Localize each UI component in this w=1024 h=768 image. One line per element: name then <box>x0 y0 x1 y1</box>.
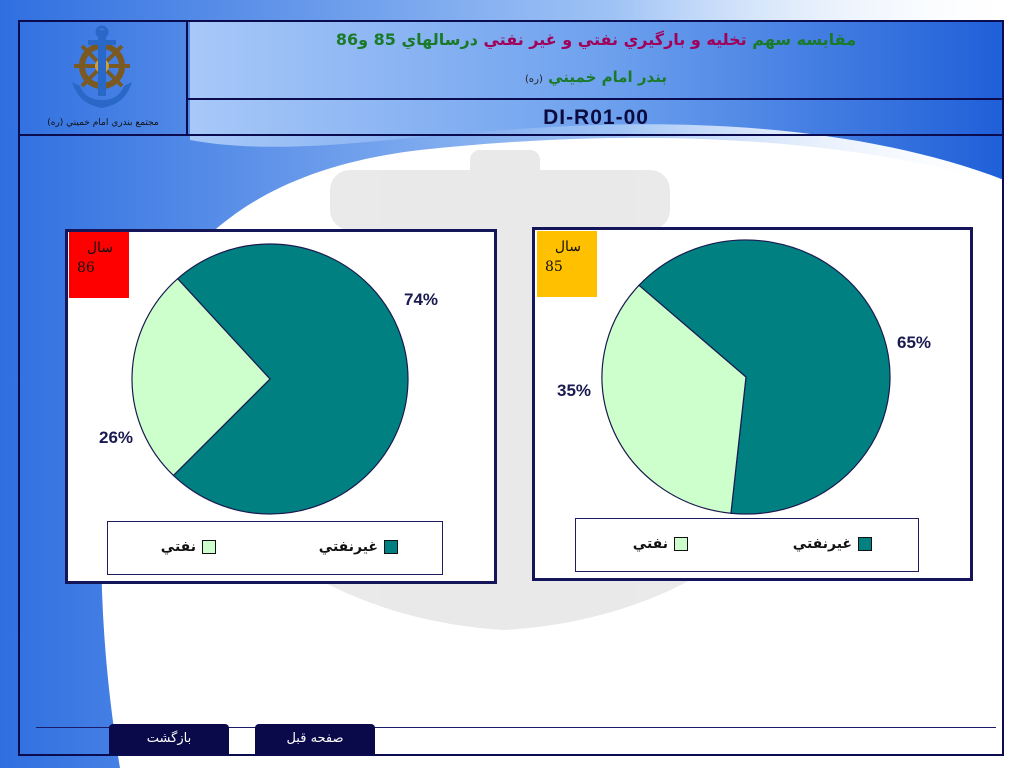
legend-swatch-non-oil <box>858 537 872 551</box>
year-badge-85: سال 85 <box>537 231 597 297</box>
pie-chart-86 <box>131 243 409 515</box>
pie-slice-non-oil <box>638 239 891 515</box>
legend-label-non-oil: غيرنفتي <box>792 536 852 552</box>
nav-divider <box>36 727 996 728</box>
subtitle-text: بندر امام خميني <box>548 68 667 86</box>
header-divider <box>188 98 1004 100</box>
header-bottom-line <box>188 134 1004 136</box>
title-highlight: تخليه و بارگيري نفتي و غير نفتي <box>483 30 747 49</box>
title-prefix: مقايسه سهم <box>752 30 857 49</box>
pie-slice-oil <box>601 284 747 514</box>
pie-label-non-oil-85: 65% <box>897 333 932 352</box>
legend-label-oil: نفتي <box>160 539 196 555</box>
logo-caption: مجتمع بندري امام خميني (ره) <box>47 118 159 128</box>
year-badge-value: 85 <box>545 259 563 275</box>
back-button[interactable]: بازگشت <box>109 724 229 754</box>
year-badge-86: سال 86 <box>69 232 129 298</box>
document-code: DI-R01-00 <box>543 106 649 129</box>
subtitle-small: (ره) <box>525 74 543 85</box>
year-badge-label: سال <box>86 240 113 256</box>
pie-slice-non-oil <box>172 243 409 515</box>
year-badge-value: 86 <box>77 260 95 276</box>
year-badge-label: سال <box>554 239 581 255</box>
port-logo-icon <box>72 25 132 108</box>
legend-label-oil: نفتي <box>632 536 668 552</box>
pie-label-non-oil-86: 74% <box>404 290 439 309</box>
legend-item-oil: نفتي <box>161 539 216 557</box>
legend-item-non-oil: غيرنفتي <box>793 536 872 554</box>
legend-item-oil: نفتي <box>633 536 688 554</box>
slide-frame <box>18 20 1004 756</box>
page-title: مقايسه سهم تخليه و بارگيري نفتي و غير نف… <box>188 30 1004 49</box>
legend-swatch-oil <box>674 537 688 551</box>
legend-swatch-non-oil <box>384 540 398 554</box>
legend-item-non-oil: غيرنفتي <box>319 539 398 557</box>
legend-label-non-oil: غيرنفتي <box>318 539 378 555</box>
legend-86: غيرنفتي نفتي <box>107 521 443 575</box>
pie-slice-oil <box>131 277 271 477</box>
title-suffix: درسالهاي 85 و86 <box>335 30 478 49</box>
previous-page-button[interactable]: صفحه قبل <box>255 724 375 754</box>
page-subtitle: بندر امام خميني (ره) <box>188 68 1004 86</box>
pie-label-oil-85: 35% <box>557 381 592 400</box>
legend-swatch-oil <box>202 540 216 554</box>
legend-85: غيرنفتي نفتي <box>575 518 919 572</box>
pie-label-oil-86: 26% <box>99 428 134 447</box>
logo-box <box>18 20 188 136</box>
pie-chart-85 <box>601 239 891 515</box>
